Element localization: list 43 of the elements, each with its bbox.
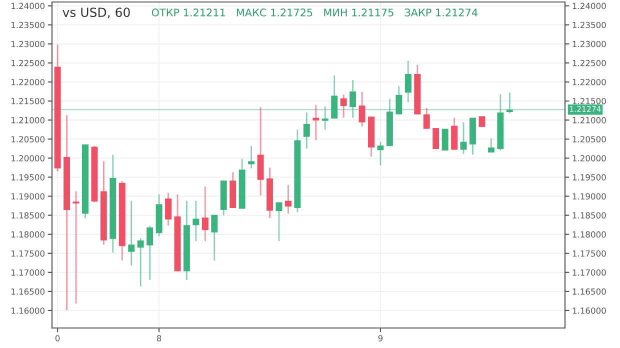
annotation: МАКС 1.21725 (236, 8, 312, 16)
text: 1.19000 (572, 193, 606, 200)
y-tick-label: 1.20000 (12, 155, 44, 162)
text: 1.20500 (572, 136, 606, 142)
text: 1.21500 (572, 98, 606, 104)
text: 1.22000 (572, 78, 606, 86)
text: 1.18500 (572, 212, 606, 219)
text: 1.20000 (572, 155, 606, 162)
x-tick-label: 8 (156, 335, 162, 342)
y-tick-label: 1.24000 (12, 2, 44, 10)
y-tick-label: 1.22500 (12, 60, 44, 66)
y-tick-label: 1.21000 (12, 117, 44, 124)
y-tick-label: 1.17500 (12, 250, 44, 257)
annotation: МИН 1.21175 (324, 8, 394, 16)
y-tick-label: 1.17000 (12, 269, 44, 276)
text: 1.17000 (572, 269, 606, 276)
y-tick-label: 1.18000 (12, 231, 44, 238)
y-tick-label: 1.19500 (12, 174, 44, 180)
x-tick-label: 9 (378, 335, 383, 342)
text: 1.16500 (572, 288, 606, 295)
y-tick-label: 1.20500 (12, 136, 44, 142)
annotation: ОТКР 1.21211 (152, 8, 225, 16)
text: 1.19500 (572, 174, 606, 180)
text: 1.22500 (572, 60, 606, 66)
candlestick (432, 127, 440, 150)
y-tick-label: 1.16000 (12, 307, 44, 314)
y-tick-label: 1.19000 (12, 193, 44, 200)
text: 1.18000 (572, 231, 606, 238)
text: 1.23000 (572, 40, 606, 48)
y-tick-label: 1.21500 (12, 98, 44, 104)
text: 1.23500 (572, 22, 606, 28)
y-tick-label: 1.16500 (12, 288, 44, 295)
annotation: ЗАКР 1.21274 (404, 8, 478, 16)
text: 1.16000 (572, 307, 606, 314)
y-tick-label: 1.23000 (12, 40, 44, 48)
chart-title: vs USD, 60 (62, 8, 130, 18)
y-tick-label: 1.18500 (12, 212, 44, 219)
text: 1.17500 (572, 250, 606, 257)
y-tick-label: 1.23500 (12, 22, 44, 28)
y-tick-label: 1.22000 (12, 78, 44, 86)
x-tick-label: 0 (55, 335, 60, 342)
text: 1.24000 (572, 2, 606, 10)
text: 1.21000 (572, 117, 606, 124)
